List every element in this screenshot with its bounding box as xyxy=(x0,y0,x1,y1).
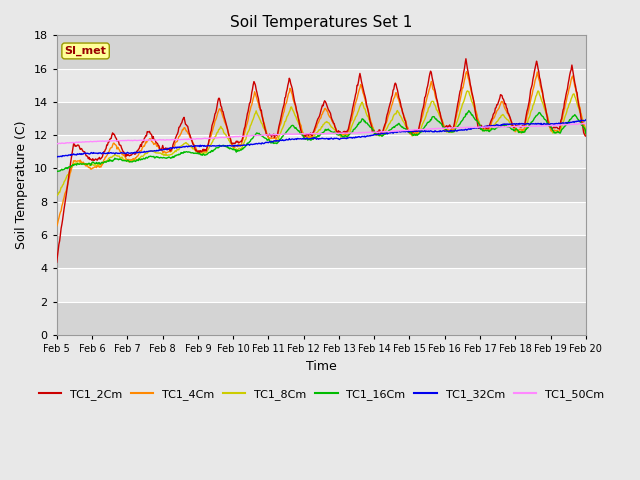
Bar xyxy=(57,168,586,202)
Bar xyxy=(57,268,586,301)
Text: SI_met: SI_met xyxy=(65,46,106,56)
Y-axis label: Soil Temperature (C): Soil Temperature (C) xyxy=(15,121,28,250)
Bar xyxy=(57,36,586,69)
Bar xyxy=(57,102,586,135)
Bar xyxy=(57,202,586,235)
Bar xyxy=(57,235,586,268)
Bar xyxy=(57,301,586,335)
Bar xyxy=(57,135,586,168)
Bar xyxy=(57,69,586,102)
Title: Soil Temperatures Set 1: Soil Temperatures Set 1 xyxy=(230,15,412,30)
Legend: TC1_2Cm, TC1_4Cm, TC1_8Cm, TC1_16Cm, TC1_32Cm, TC1_50Cm: TC1_2Cm, TC1_4Cm, TC1_8Cm, TC1_16Cm, TC1… xyxy=(34,384,609,404)
X-axis label: Time: Time xyxy=(306,360,337,372)
